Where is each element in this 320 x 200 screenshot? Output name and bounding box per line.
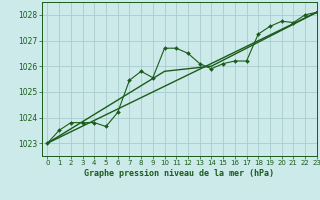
X-axis label: Graphe pression niveau de la mer (hPa): Graphe pression niveau de la mer (hPa) [84, 169, 274, 178]
